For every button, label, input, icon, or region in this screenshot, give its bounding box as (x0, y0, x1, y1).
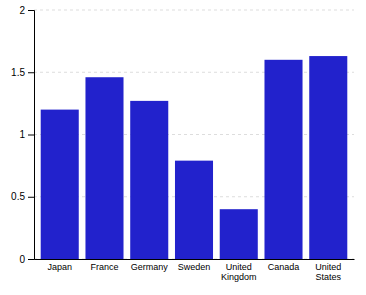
y-tick: 0.5 (11, 191, 34, 202)
grid-line (34, 134, 354, 135)
y-tick-mark (28, 259, 34, 260)
x-tick: France (90, 262, 118, 272)
plot: 00.511.52JapanFranceGermanySwedenUnitedK… (11, 5, 354, 283)
bar (309, 56, 347, 259)
x-tick-label: Japan (47, 262, 72, 272)
bar (130, 101, 168, 259)
bar (220, 209, 258, 259)
y-tick-label: 0.5 (11, 191, 25, 202)
y-tick-label: 1.5 (11, 67, 25, 78)
x-axis-line (35, 259, 355, 260)
x-tick: Japan (47, 262, 72, 272)
x-tick-label-line: United (315, 262, 341, 272)
y-tick-mark (28, 10, 34, 11)
y-tick-mark (28, 197, 34, 198)
x-tick-label-line: Sweden (178, 262, 211, 272)
y-tick-label: 1 (19, 129, 25, 140)
chart: 00.511.52JapanFranceGermanySwedenUnitedK… (0, 0, 366, 295)
y-tick: 1.5 (11, 67, 34, 78)
x-tick-label-line: United (226, 262, 252, 272)
y-tick-mark (28, 135, 34, 136)
x-tick-label: Canada (268, 262, 300, 272)
y-axis-line (28, 11, 35, 260)
x-tick-label: UnitedKingdom (221, 262, 257, 282)
chart-container: 00.511.52JapanFranceGermanySwedenUnitedK… (0, 0, 366, 295)
bar (175, 161, 213, 259)
x-tick: UnitedKingdom (221, 262, 257, 282)
y-tick: 0 (19, 254, 34, 265)
bar (41, 110, 79, 259)
y-tick-label: 2 (19, 5, 25, 16)
y-tick: 1 (19, 129, 34, 140)
x-axis: JapanFranceGermanySwedenUnitedKingdomCan… (35, 260, 355, 283)
y-tick-label: 0 (19, 254, 25, 265)
x-tick-label: Germany (131, 262, 169, 272)
x-tick: Sweden (178, 262, 211, 272)
grid-line (34, 10, 354, 11)
x-tick-label-line: Kingdom (221, 272, 257, 282)
x-tick: UnitedStates (315, 262, 341, 282)
x-tick-label-line: States (316, 272, 342, 282)
x-tick-label-line: Japan (47, 262, 72, 272)
x-tick-label: Sweden (178, 262, 211, 272)
bars (41, 56, 348, 259)
x-tick: Canada (268, 262, 300, 272)
y-tick-mark (28, 72, 34, 73)
x-tick-label-line: Germany (131, 262, 169, 272)
x-tick-label-line: France (90, 262, 118, 272)
x-tick: Germany (131, 262, 169, 272)
bar (85, 77, 123, 259)
y-axis: 0 0.5 1 1.5 2 (11, 5, 34, 265)
bar (264, 60, 302, 259)
x-tick-label: UnitedStates (315, 262, 341, 282)
grid-line (34, 72, 354, 73)
grid (34, 10, 354, 259)
x-tick-label: France (90, 262, 118, 272)
y-tick: 2 (19, 5, 34, 16)
x-tick-label-line: Canada (268, 262, 300, 272)
